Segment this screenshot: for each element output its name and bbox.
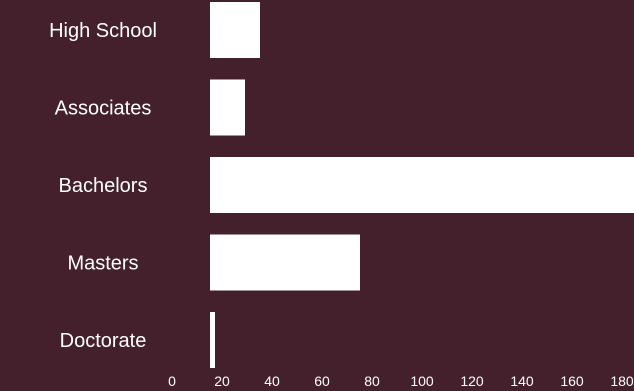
bar-bachelors	[210, 157, 634, 213]
category-labels-group: High School Associates Bachelors Masters Doc…	[49, 20, 157, 352]
bar-masters	[210, 234, 360, 291]
x-tick-label-60: 60	[314, 373, 330, 389]
x-tick-label-180: 180	[610, 373, 634, 389]
category-label-doctorate: Doctorate	[60, 330, 147, 352]
x-tick-label-20: 20	[214, 373, 230, 389]
x-tick-label-160: 160	[560, 373, 584, 389]
bar-associates	[210, 79, 245, 136]
x-tick-label-120: 120	[460, 373, 484, 389]
category-label-associates: Associates	[55, 98, 152, 120]
x-tick-label-140: 140	[510, 373, 534, 389]
x-tick-label-80: 80	[364, 373, 380, 389]
x-tick-labels-group: 0 20 40 60 80 100 120 140 160 180	[168, 373, 634, 389]
x-tick-label-40: 40	[264, 373, 280, 389]
bars-group	[210, 2, 634, 368]
category-label-bachelors: Bachelors	[59, 175, 148, 197]
category-label-masters: Masters	[67, 253, 138, 275]
x-tick-label-100: 100	[410, 373, 434, 389]
category-label-high-school: High School	[49, 20, 157, 42]
bar-high-school	[210, 2, 260, 58]
bar-doctorate	[210, 312, 215, 368]
x-tick-label-0: 0	[168, 373, 176, 389]
